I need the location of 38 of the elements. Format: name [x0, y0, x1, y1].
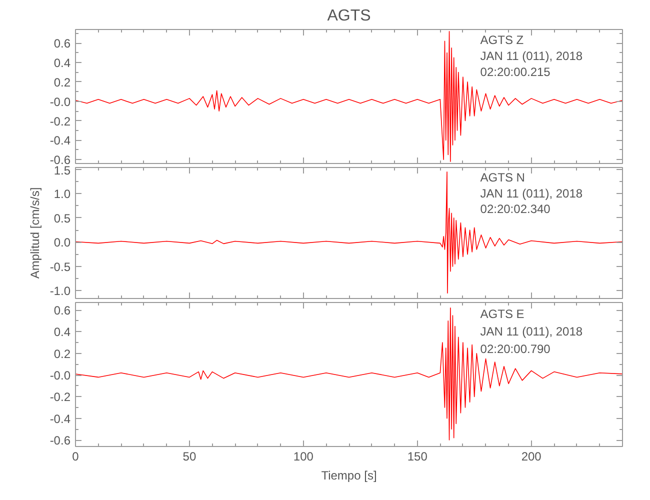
y-axis-title: Amplitud [cm/s/s] — [28, 187, 42, 279]
x-tick-label: 0 — [72, 450, 80, 464]
y-tick-label: 0.6 — [54, 36, 71, 51]
annotation: JAN 11 (011), 2018 — [480, 324, 583, 338]
y-tick-label: -0.6 — [50, 434, 71, 448]
line-series — [76, 171, 622, 294]
y-tick-label: 0.2 — [54, 346, 71, 361]
annotation: AGTS Z — [480, 32, 524, 47]
x-tick-label: 50 — [182, 450, 196, 464]
x-tick-label: 150 — [407, 450, 428, 464]
annotation: AGTS E — [480, 307, 524, 322]
y-tick-label: -0.2 — [50, 390, 71, 404]
y-tick-label: -0.2 — [50, 114, 71, 128]
y-tick-label: 0.5 — [54, 211, 71, 226]
line-series — [76, 308, 622, 440]
y-tick-label: -1.0 — [50, 284, 71, 298]
y-tick-label: -0.5 — [50, 260, 71, 274]
y-tick-label: 0.0 — [54, 236, 71, 250]
x-tick-label: 100 — [293, 450, 314, 464]
annotation: 02:20:00.790 — [480, 342, 551, 356]
y-tick-label: -0.0 — [50, 368, 71, 383]
chart-title: AGTS — [327, 8, 371, 24]
y-tick-label: 0.4 — [54, 56, 71, 70]
annotation: 02:20:00.215 — [480, 65, 551, 80]
y-tick-label: -0.4 — [50, 412, 71, 426]
annotation: AGTS N — [480, 170, 525, 185]
line-series — [76, 31, 622, 162]
y-tick-label: 1.0 — [54, 187, 71, 202]
annotation: JAN 11 (011), 2018 — [480, 49, 583, 63]
y-tick-label: 0.6 — [54, 304, 71, 318]
y-tick-label: -0.4 — [50, 134, 71, 148]
y-tick-label: 0.4 — [54, 325, 71, 340]
annotation: JAN 11 (011), 2018 — [480, 186, 583, 200]
annotation: 02:20:02.340 — [480, 202, 551, 216]
y-tick-label: -0.0 — [50, 94, 71, 109]
y-tick-label: 0.2 — [54, 75, 71, 90]
x-axis-title: Tiempo [s] — [321, 468, 377, 482]
x-tick-label: 200 — [521, 450, 542, 464]
